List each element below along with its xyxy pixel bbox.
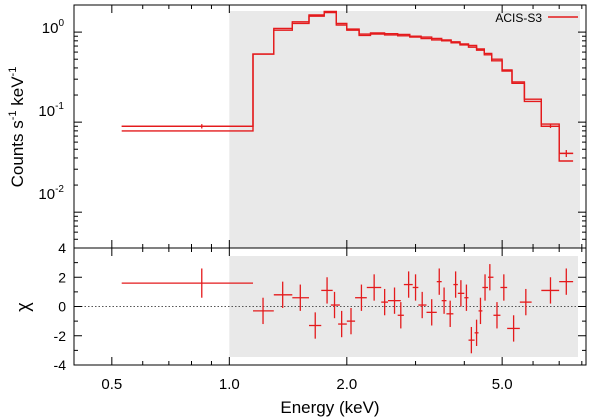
residual-point	[418, 291, 427, 319]
residual-point	[474, 319, 479, 346]
model-step-path	[121, 11, 574, 162]
spectrum-y-tick-labels: 100 10-1 10-2	[38, 18, 64, 203]
x-axis-label: Energy (keV)	[280, 398, 379, 417]
residual-point	[308, 312, 322, 339]
spectrum-data-point	[121, 124, 254, 129]
residual-point	[488, 264, 494, 291]
spectrum-data-point	[541, 124, 560, 129]
residual-point	[519, 288, 532, 316]
residual-y-tick-label: -4	[54, 357, 67, 373]
residual-point	[292, 284, 309, 311]
legend-label: ACIS-S3	[495, 11, 542, 25]
residual-point	[366, 274, 382, 301]
residual-point	[403, 271, 413, 298]
residual-point	[397, 302, 404, 329]
residual-point	[253, 297, 274, 325]
residual-point	[412, 274, 419, 301]
residual-point	[346, 307, 356, 335]
axis-ticks	[74, 4, 586, 366]
residual-y-tick-label: 0	[58, 299, 66, 315]
residual-data-points	[121, 264, 574, 354]
y-tick-label-0.1: 10-1	[38, 101, 64, 120]
x-tick-label: 5.0	[492, 376, 513, 393]
residual-y-tick-label: 2	[58, 269, 66, 285]
residual-point	[330, 291, 340, 319]
residual-y-tick-labels: 4 2 0 -2 -4	[54, 240, 67, 373]
residual-point	[388, 287, 401, 314]
y-tick-label-0.01: 10-2	[38, 184, 64, 203]
residual-y-tick-label: -2	[54, 328, 67, 344]
residual-point	[436, 268, 442, 295]
legend: ACIS-S3	[495, 11, 578, 25]
model-step-line	[121, 11, 574, 162]
fit-range-shade-top	[229, 11, 580, 248]
residual-point	[453, 271, 458, 298]
residual-point	[355, 284, 367, 311]
residual-point	[273, 281, 293, 308]
x-tick-label: 2.0	[336, 376, 357, 393]
residual-point	[321, 277, 333, 304]
residual-point	[381, 288, 389, 316]
residual-point	[426, 299, 437, 326]
spectrum-data-points	[121, 124, 574, 158]
x-tick-label: 0.5	[101, 376, 122, 393]
residual-point	[457, 280, 465, 307]
x-tick-labels: 0.5 1.0 2.0 5.0	[101, 376, 512, 393]
x-tick-label: 1.0	[219, 376, 240, 393]
y-axis-label: Counts s-1 keV-1	[7, 67, 27, 188]
residual-point	[493, 302, 501, 329]
residual-point	[507, 315, 520, 342]
residual-point	[338, 310, 347, 338]
data-step-path	[121, 10, 574, 155]
residual-point	[482, 274, 489, 301]
residual-point	[446, 300, 454, 327]
residual-point	[500, 274, 508, 301]
residual-point	[441, 287, 447, 314]
residual-point	[464, 284, 469, 311]
spectrum-data-point	[559, 150, 574, 158]
residual-point	[121, 268, 254, 298]
residual-y-tick-label: 4	[58, 240, 66, 256]
data-step-line	[121, 10, 574, 155]
residual-point	[478, 297, 483, 325]
y-tick-label-1: 100	[42, 18, 65, 37]
residual-point	[541, 277, 560, 304]
residual-point	[559, 268, 574, 295]
residual-point	[468, 326, 475, 354]
residual-axis-label: χ	[13, 302, 33, 312]
